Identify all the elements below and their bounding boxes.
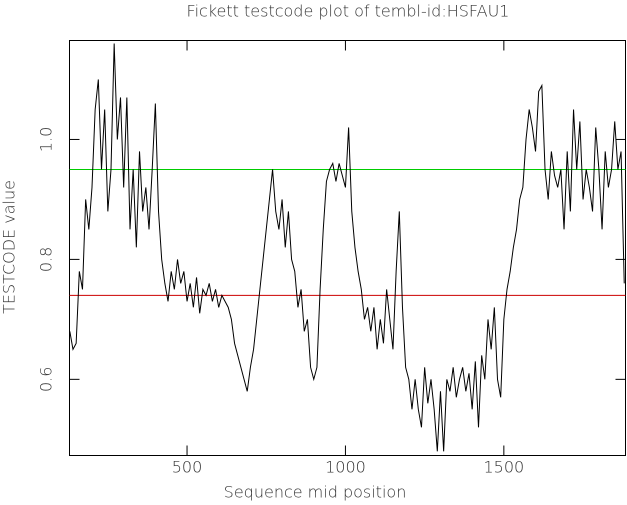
x-tick-label: 1000 <box>325 458 366 477</box>
y-tick-label: 0.8 <box>37 247 56 272</box>
x-axis-label: Sequence mid position <box>224 483 407 502</box>
data-line <box>69 43 625 452</box>
chart-title: Fickett testcode plot of tembl-id:HSFAU1 <box>187 2 510 21</box>
y-axis-label: TESTCODE value <box>0 180 19 314</box>
y-tick-label: 1.0 <box>37 127 56 152</box>
plot-frame <box>69 40 626 456</box>
y-tick-label: 0.6 <box>37 367 56 392</box>
x-tick-label: 500 <box>172 458 203 477</box>
x-tick-label: 1500 <box>483 458 524 477</box>
